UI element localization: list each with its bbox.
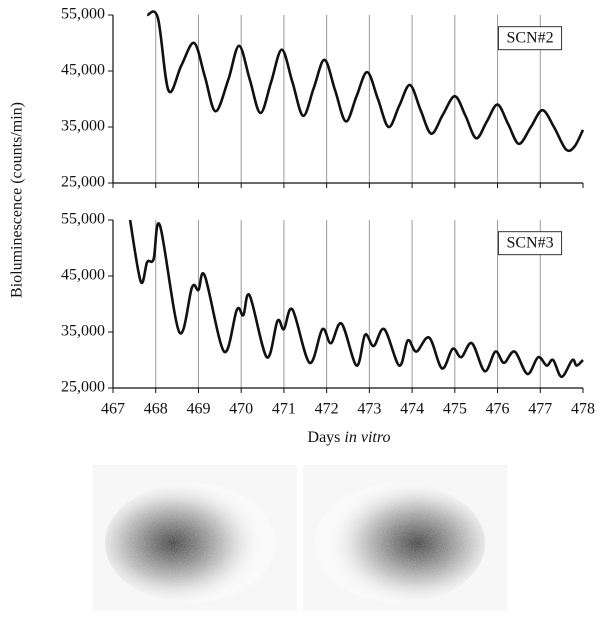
image-noise [315,483,485,603]
x-label-text: Days [308,429,341,446]
x-tick-label: 471 [272,401,296,418]
image-noise [105,483,275,603]
data-line [146,10,585,153]
x-tick-label: 469 [186,401,210,418]
x-tick-label: 467 [101,401,125,418]
y-tick-label: 25,000 [61,379,105,396]
x-tick-label: 473 [357,401,381,418]
x-axis-label: Days in vitro [308,429,391,446]
x-tick-label: 472 [315,401,339,418]
y-tick-label: 45,000 [61,62,105,79]
y-tick-label: 35,000 [61,118,105,135]
y-tick-label: 25,000 [61,174,105,191]
y-axis-label: Bioluminescence (counts/min) [9,102,26,298]
label-box [497,26,563,51]
y-tick-label: 55,000 [61,6,105,23]
x-tick-label: 477 [528,401,552,418]
x-tick-label: 470 [229,401,253,418]
series-label: SCN#3 [506,235,553,252]
x-tick-label: 478 [571,401,595,418]
label-box [497,231,563,256]
data-line [128,219,584,379]
y-tick-label: 45,000 [61,267,105,284]
x-tick-label: 468 [144,401,168,418]
x-label-italic: in vitro [344,429,390,446]
x-tick-label: 476 [486,401,510,418]
y-tick-label: 35,000 [61,323,105,340]
y-tick-label: 55,000 [61,211,105,228]
series-label: SCN#2 [506,30,553,47]
x-tick-label: 474 [400,401,424,418]
x-tick-label: 475 [443,401,467,418]
